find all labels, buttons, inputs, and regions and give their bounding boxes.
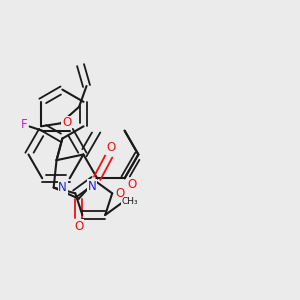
Text: N: N (88, 180, 97, 193)
Text: N: N (58, 181, 67, 194)
Text: O: O (128, 178, 137, 191)
Text: F: F (21, 118, 28, 131)
Text: O: O (62, 116, 71, 129)
Text: O: O (74, 220, 83, 233)
Text: CH₃: CH₃ (122, 197, 138, 206)
Text: O: O (115, 187, 124, 200)
Text: O: O (106, 141, 115, 154)
